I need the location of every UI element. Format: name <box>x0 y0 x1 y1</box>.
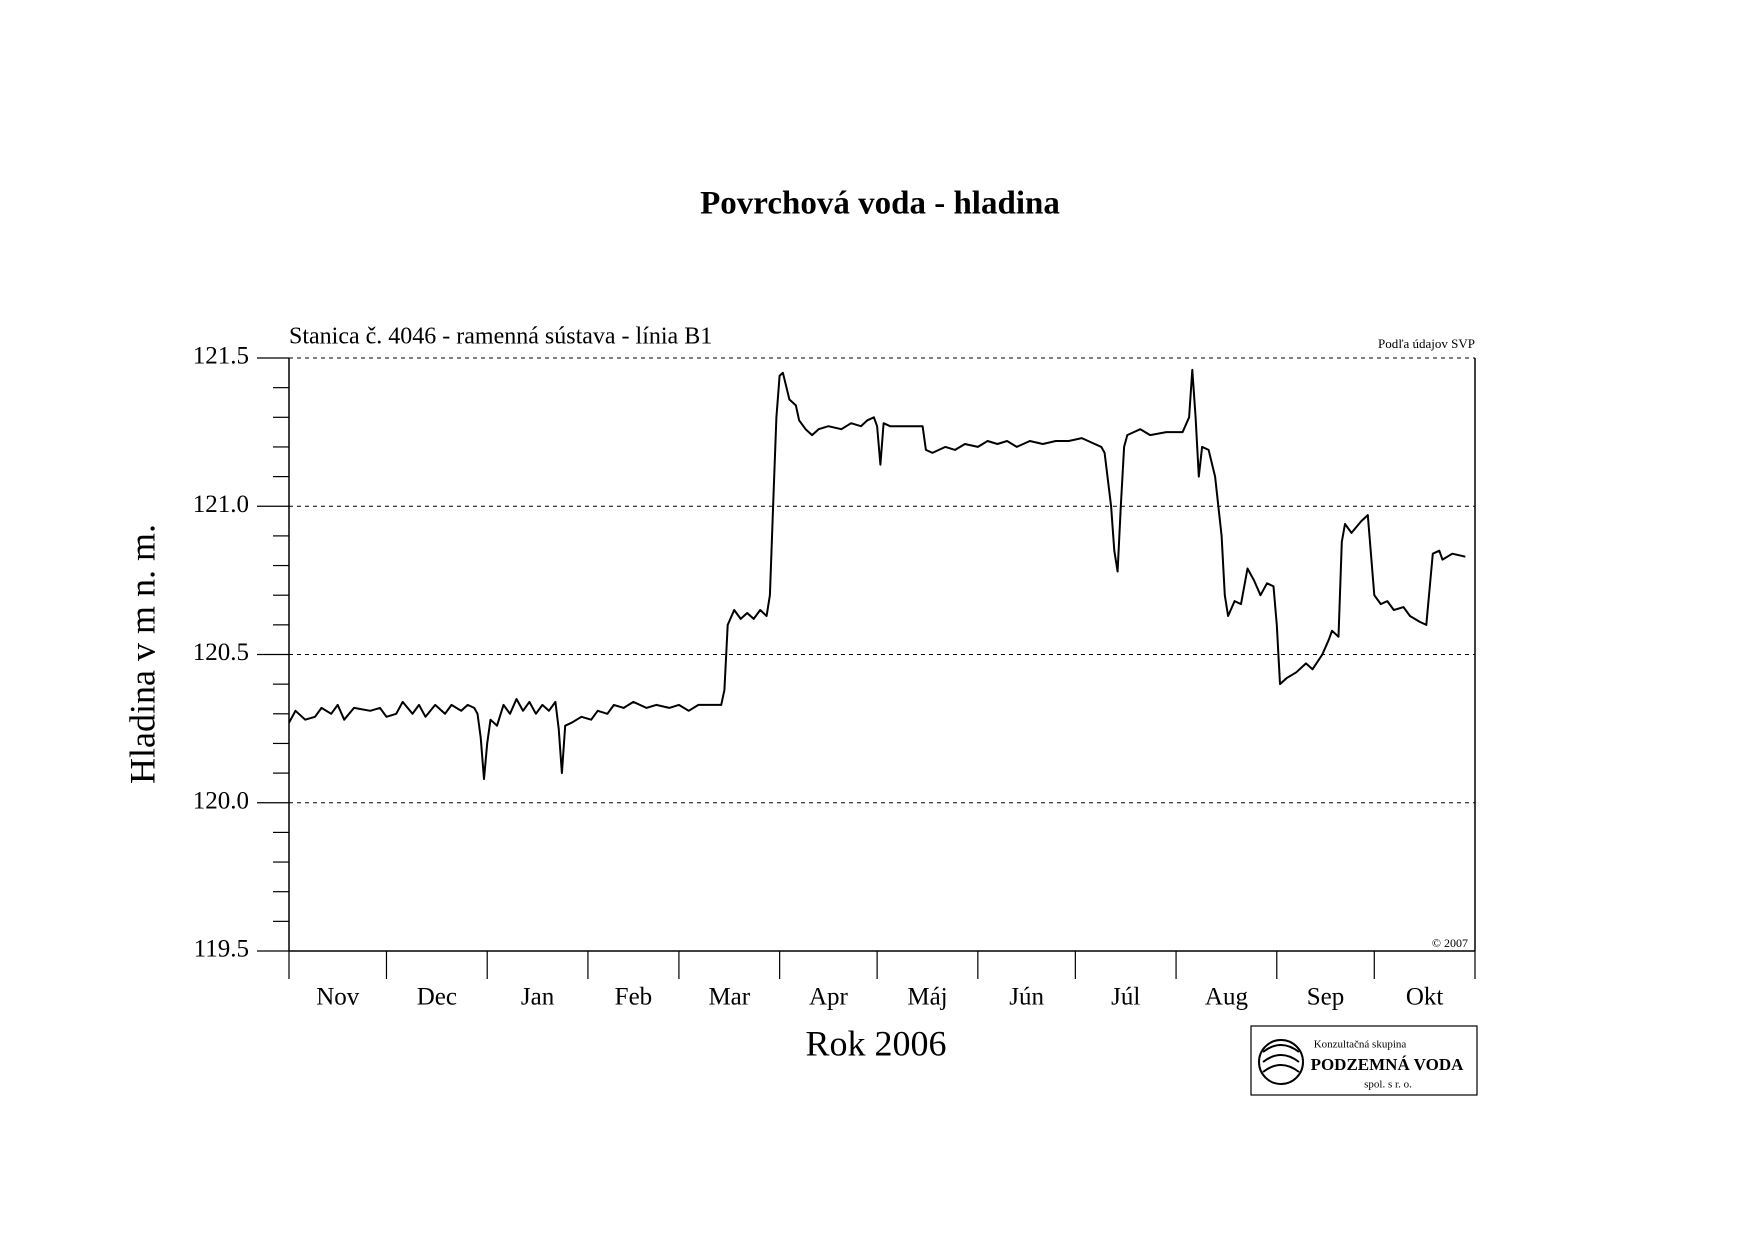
x-tick-label: Dec <box>417 984 457 1011</box>
y-tick-label: 120.5 <box>193 639 249 666</box>
y-tick-label: 120.0 <box>193 787 249 814</box>
logo-line3: spol. s r. o. <box>1364 1079 1412 1091</box>
x-tick-label: Júl <box>1111 984 1140 1011</box>
source-note: Podľa údajov SVP <box>1378 336 1475 351</box>
x-tick-label: Sep <box>1307 984 1345 1011</box>
logo: Konzultačná skupina PODZEMNÁ VODA spol. … <box>1250 1025 1478 1096</box>
logo-line1: Konzultačná skupina <box>1314 1039 1407 1051</box>
x-tick-label: Okt <box>1406 984 1444 1011</box>
x-tick-label: Jún <box>1009 984 1044 1011</box>
x-tick-label: Aug <box>1205 984 1249 1011</box>
x-tick-label: Feb <box>615 984 653 1011</box>
x-tick-label: Nov <box>316 984 360 1011</box>
y-axis-label: Hladina v m n. m. <box>122 524 162 784</box>
x-tick-label: Mar <box>708 984 750 1011</box>
x-axis-label: Rok 2006 <box>805 1023 946 1063</box>
logo-line2: PODZEMNÁ VODA <box>1311 1055 1465 1074</box>
y-tick-label: 121.0 <box>193 491 249 518</box>
y-tick-label: 121.5 <box>193 343 249 370</box>
data-line <box>288 368 1466 780</box>
x-tick-label: Apr <box>809 984 849 1011</box>
chart-title: Povrchová voda - hladina <box>700 186 1060 222</box>
y-tick-label: 119.5 <box>194 936 249 963</box>
copyright: © 2007 <box>1432 936 1468 950</box>
x-tick-label: Jan <box>521 984 555 1011</box>
chart-subtitle: Stanica č. 4046 - ramenná sústava - líni… <box>289 324 712 350</box>
logo-icon <box>1258 1039 1304 1085</box>
logo-box <box>1250 1025 1478 1096</box>
x-tick-label: Máj <box>907 984 947 1011</box>
